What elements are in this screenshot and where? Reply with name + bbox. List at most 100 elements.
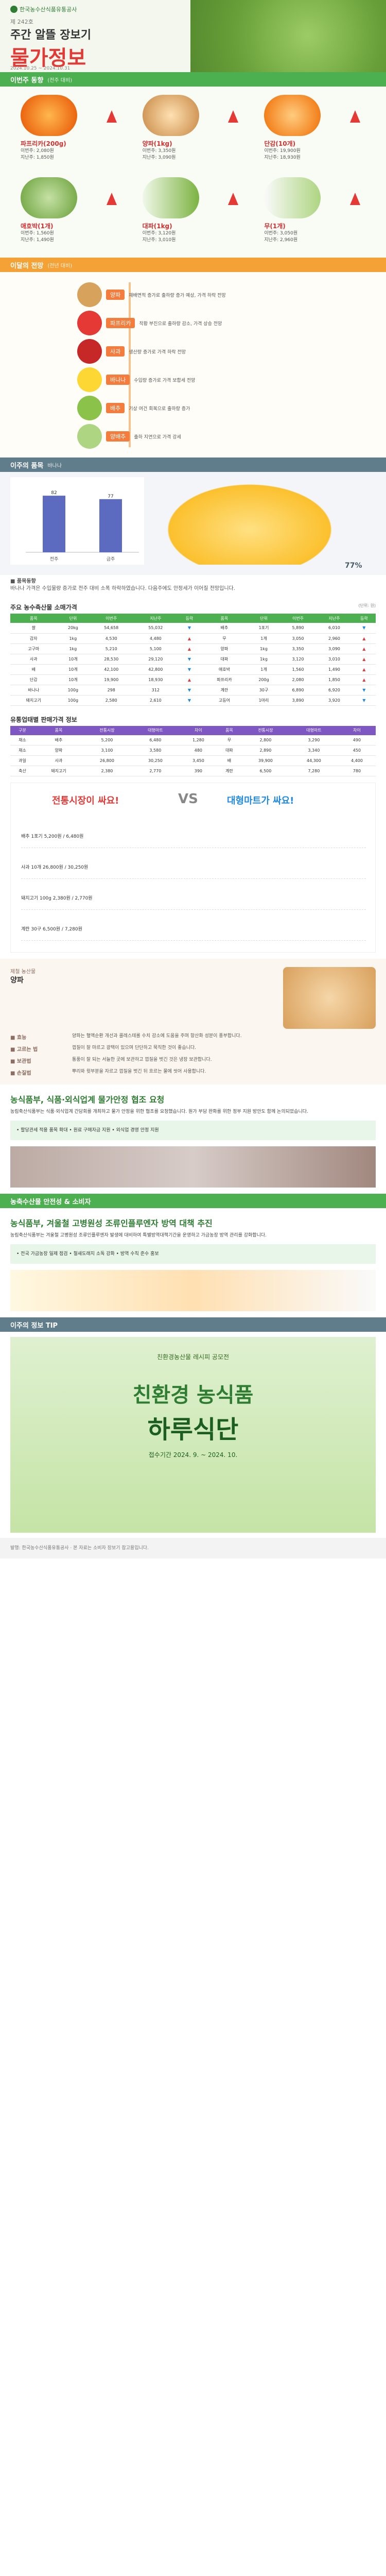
table-row: 감자 1kg 4,530 4,480 ▲ 무 1개 3,050 2,960 ▲	[10, 633, 376, 644]
table-cell: 480	[179, 745, 217, 756]
table-cell: 312	[133, 685, 178, 696]
table-cell: 28,530	[89, 654, 134, 665]
table-cell: 298	[89, 685, 134, 696]
section-title: 이번주 동향	[10, 76, 44, 84]
table-cell: 100g	[57, 695, 90, 706]
table-header-cell: 전통시장	[82, 725, 131, 735]
bar-chart-svg: 전주 82 금주 77	[26, 490, 139, 562]
flow-tag: 양파	[106, 290, 125, 300]
table-row: 사과 10개 28,530 29,120 ▼ 대파 1kg 3,120 3,010 ▲	[10, 654, 376, 665]
table-header-cell: 대형마트	[131, 725, 180, 735]
flow-node: 양파 재배면적 증가로 출하량 증가 예상, 가격 하락 전망	[77, 282, 226, 307]
table-cell: 10개	[57, 664, 90, 675]
vs-comparison: 전통시장이 싸요! VS 대형마트가 싸요! 배추 1포기 5,200원 / 6…	[10, 783, 376, 953]
produce-name: 단감(10개)	[264, 140, 296, 147]
produce-thumb	[77, 311, 102, 335]
table-cell: 2,890	[241, 745, 290, 756]
table-cell: 1포기	[248, 623, 280, 634]
table-header-cell: 대형마트	[289, 725, 338, 735]
table-cell: 30,250	[131, 755, 180, 766]
onion-header: 제철 농산물 양파	[10, 967, 376, 1029]
onion-info-row: ■ 효능 양파는 혈액순환 개선과 콜레스테롤 수치 감소에 도움을 주며 항산…	[10, 1033, 376, 1041]
table-cell: 2,610	[133, 695, 178, 706]
table-cell: 6,920	[316, 685, 353, 696]
table-cell: 채소	[10, 745, 34, 756]
section-title: 제철 농산물	[10, 969, 36, 975]
table-header-cell: 품목	[201, 614, 248, 623]
table-cell: 4,400	[338, 755, 376, 766]
table-header-cell: 단위	[57, 614, 90, 623]
flow-text: 출하 지연으로 가격 강세	[134, 434, 181, 440]
date-range: 2024.10.25 ~ 2024.10.31	[10, 66, 71, 71]
news-title: 농식품부, 겨울철 고병원성 조류인플루엔자 방역 대책 추진	[10, 1218, 213, 1228]
table-cell: 배추	[201, 623, 248, 634]
flow-text: 기상 여건 회복으로 출하량 증가	[129, 406, 190, 412]
flow-text: 작황 부진으로 출하량 감소, 가격 상승 전망	[139, 321, 222, 327]
table-cell: 2,800	[241, 735, 290, 745]
info-label: ■ 효능	[10, 1035, 27, 1041]
tip-banner[interactable]: 친환경농산물 레시피 공모전 친환경 농식품 하루식단 접수기간 2024. 9…	[10, 1337, 376, 1533]
table-cell: 3,350	[279, 643, 317, 654]
info-label: ■ 고르는 법	[10, 1047, 38, 1053]
table-cell: 100g	[57, 685, 90, 696]
table-cell: 배	[10, 664, 57, 675]
vs-row-text: 사과 10개 26,800원 / 30,250원	[21, 865, 89, 870]
radish-photo	[264, 177, 321, 218]
table-cell: 42,800	[133, 664, 178, 675]
table-cell: 무	[217, 735, 241, 745]
table-cell: 6,890	[279, 685, 317, 696]
banner-label: 친환경농산물 레시피 공모전	[156, 1353, 230, 1361]
table-cell: 2,960	[316, 633, 353, 644]
table-cell: 2,380	[82, 766, 131, 776]
produce-name: 파프리카(200g)	[21, 140, 66, 147]
onion-info-row: ■ 고르는 법 껍질이 잘 마르고 광택이 있으며 단단하고 묵직한 것이 좋습…	[10, 1045, 376, 1053]
table-cell: 42,100	[89, 664, 134, 675]
table-cell: 대파	[217, 745, 241, 756]
table-cell: ▲	[352, 664, 376, 675]
table-header-cell: 등락	[352, 614, 376, 623]
outlook-flow: 양파 재배면적 증가로 출하량 증가 예상, 가격 하락 전망 파프리카 작황 …	[0, 272, 386, 457]
table-header-cell: 품목	[217, 725, 241, 735]
table-cell: ▲	[352, 674, 376, 685]
note-title: ■ 품목동향	[10, 579, 36, 584]
table-cell: 3,290	[289, 735, 338, 745]
table-cell: 배	[217, 755, 241, 766]
up-arrow-icon	[106, 110, 117, 123]
table-row: 쌀 20kg 54,658 55,032 ▼ 배추 1포기 5,890 6,010 ▼	[10, 623, 376, 634]
table-row: 고구마 1kg 5,210 5,100 ▲ 양파 1kg 3,350 3,090 ▲	[10, 643, 376, 654]
up-arrow-icon	[228, 193, 239, 205]
table-header-cell: 등락	[178, 614, 201, 623]
value-label: 82	[51, 490, 57, 496]
onion-info-row: ■ 보관법 통풍이 잘 되는 서늘한 곳에 보관하고 껍질을 벗긴 것은 냉장 …	[10, 1057, 376, 1064]
flow-text: 수입량 증가로 가격 보합세 전망	[134, 378, 196, 383]
produce-price: 지난주: 3,010원	[142, 238, 176, 243]
table-cell: 3,100	[82, 745, 131, 756]
persimmon-photo	[264, 95, 321, 136]
footer: 발행: 한국농수산식품유통공사 · 본 자료는 소비자 장보기 참고용입니다.	[0, 1538, 386, 1558]
table-cell: 20kg	[57, 623, 90, 634]
vs-traditional-label: 전통시장이 싸요!	[52, 795, 119, 806]
produce-price: 지난주: 1,850원	[21, 155, 54, 160]
market-photo	[10, 1146, 376, 1188]
table-cell: 780	[338, 766, 376, 776]
table-cell: 3,010	[316, 654, 353, 665]
produce-card: 단감(10개) 이번주: 19,900원 지난주: 18,930원	[254, 95, 376, 167]
produce-price: 지난주: 3,090원	[142, 155, 176, 160]
table-cell: 1kg	[57, 643, 90, 654]
up-arrow-icon	[106, 193, 117, 205]
table-cell: ▲	[352, 654, 376, 665]
table-cell: 과일	[10, 755, 34, 766]
paprika-photo	[21, 95, 77, 136]
table-cell: 5,200	[82, 735, 131, 745]
vs-row: 사과 10개 26,800원 / 30,250원	[21, 855, 366, 879]
table-cell: 단감	[10, 674, 57, 685]
table-cell: ▲	[352, 633, 376, 644]
produce-name: 양파(1kg)	[142, 140, 172, 147]
org-name: 한국농수산식품유통공사	[20, 6, 77, 13]
table-cell: 양파	[34, 745, 83, 756]
info-desc: 양파는 혈액순환 개선과 콜레스테롤 수치 감소에 도움을 주며 항산화 성분이…	[72, 1033, 242, 1039]
banner-subtitle: 하루식단	[147, 1415, 239, 1444]
up-arrow-icon	[350, 110, 360, 123]
table-cell: ▼	[352, 623, 376, 634]
flow-connector	[129, 282, 131, 447]
